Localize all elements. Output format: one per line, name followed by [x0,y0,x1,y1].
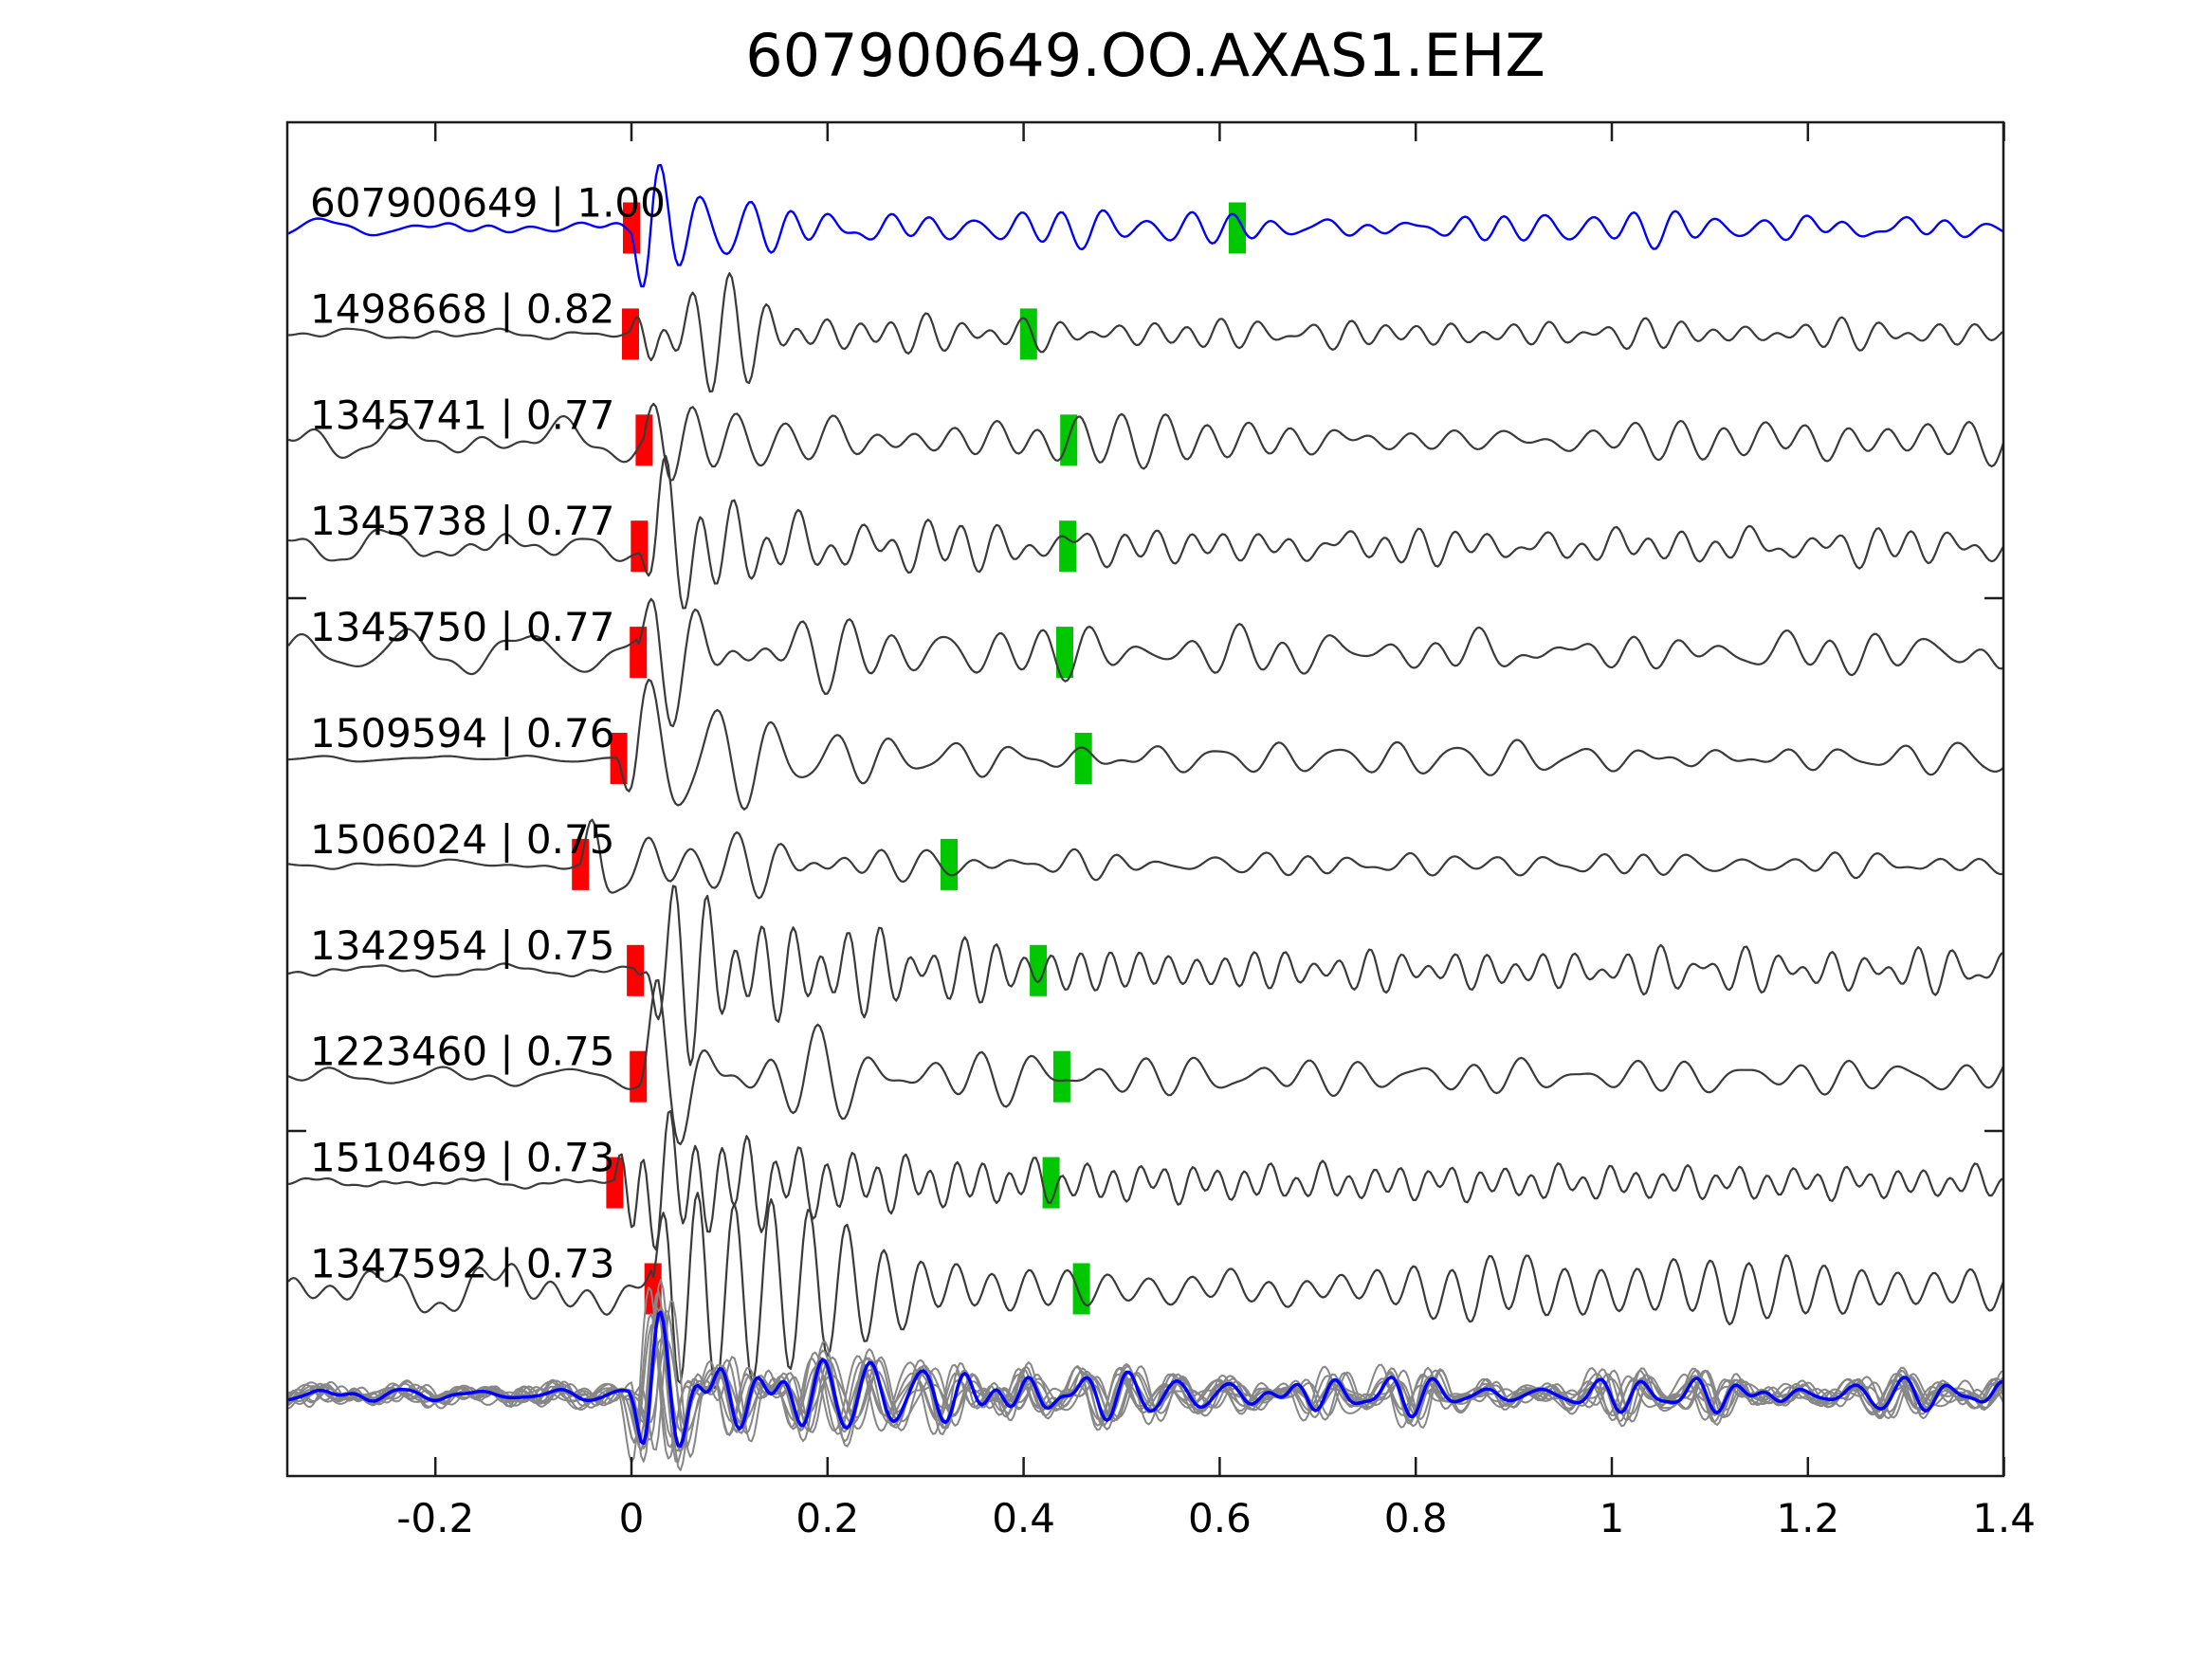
x-tick-label: 0 [619,1495,645,1541]
waveform-trace-607900649 [287,163,2003,288]
trace-label: 1498668 | 0.82 [310,285,614,332]
match-marker-green [1056,627,1073,679]
pick-marker-red [623,202,640,254]
waveform-trace-1510469 [287,1109,2003,1251]
labels-layer: 607900649 | 1.00 1498668 | 0.82 1345741 | … [310,180,2036,1542]
trace-label: 1342954 | 0.75 [310,922,614,969]
match-marker-green [1042,1157,1060,1209]
pick-marker-red [631,520,649,573]
stack-member-trace [287,1286,2003,1464]
x-tick-label: 0.6 [1188,1495,1252,1541]
waveform-trace-1345741 [287,402,2003,482]
trace-label: 1509594 | 0.76 [310,710,614,757]
match-marker-green [1052,1050,1070,1103]
waveform-trace-1342954 [287,884,2003,1066]
trace-label: 1345738 | 0.77 [310,498,614,544]
match-marker-green [1019,308,1037,360]
x-tick-label: 1.2 [1776,1495,1839,1541]
plot-border [285,120,2005,1478]
match-marker-green [1074,733,1092,784]
plot-title: 607900649.OO.AXAS1.EHZ [745,21,1545,90]
waveform-trace-1345750 [287,597,2003,728]
stack-mean-trace [287,1310,2003,1449]
x-tick-label: 0.8 [1384,1495,1448,1541]
pick-markers-layer [572,202,1246,1315]
pick-marker-red [635,414,653,466]
trace-label: 1223460 | 0.75 [310,1029,614,1075]
pick-marker-red [630,1050,648,1103]
waveform-trace-1345738 [287,455,2003,610]
axes-layer [285,120,2005,1478]
x-tick-label: -0.2 [396,1495,474,1541]
x-tick-label: 1.4 [1972,1495,2036,1541]
stack-member-trace [288,1323,2003,1444]
trace-label: 1347592 | 0.73 [310,1241,614,1287]
waveform-trace-1347592 [287,1192,2003,1390]
waveform-trace-1506024 [287,818,2003,900]
x-tick-label: 0.4 [992,1495,1055,1541]
stack-member-trace [287,1300,2003,1458]
waveform-trace-1498668 [288,272,2003,393]
x-tick-label: 1 [1600,1495,1625,1541]
trace-label: 1345741 | 0.77 [310,392,614,438]
waveforms-layer [287,163,2003,1471]
match-marker-green [1059,520,1077,573]
match-marker-green [941,838,958,890]
pick-marker-red [630,627,648,679]
match-marker-green [1030,944,1048,996]
stack-member-trace [287,1305,2003,1453]
waveform-trace-1509594 [288,678,2003,811]
match-marker-green [1072,1263,1090,1315]
trace-label: 1506024 | 0.75 [310,816,614,863]
x-tick-label: 0.2 [795,1495,859,1541]
trace-label: 1345750 | 0.77 [310,604,614,650]
pick-marker-red [610,733,628,784]
trace-label: 607900649 | 1.00 [310,180,666,227]
stack-member-trace [287,1306,2003,1452]
trace-label: 1510469 | 0.73 [310,1135,614,1181]
waveform-trace-1223460 [287,978,2003,1146]
pick-marker-red [606,1157,624,1209]
stack-member-trace [287,1313,2003,1449]
